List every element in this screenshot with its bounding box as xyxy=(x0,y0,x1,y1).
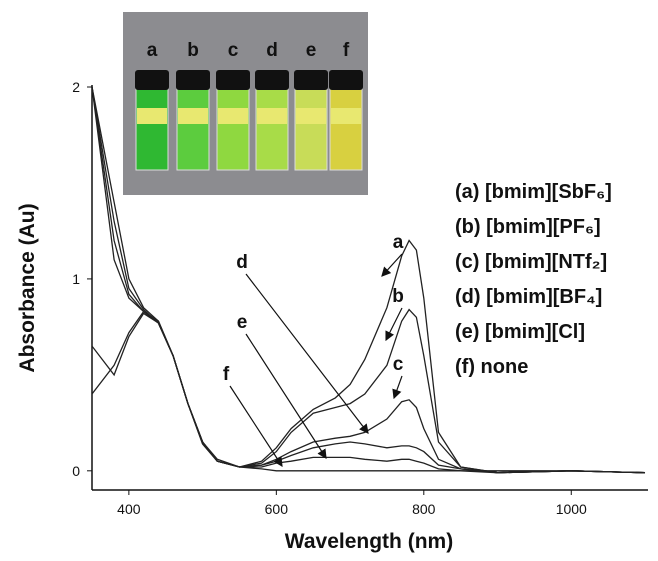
annotation-arrow xyxy=(381,253,403,277)
vial-label xyxy=(137,108,167,124)
legend-entry: (c) [bmim][NTf₂] xyxy=(455,251,607,273)
inset-label: f xyxy=(343,40,350,61)
y-axis-title: Absorbance (Au) xyxy=(16,203,39,372)
annotation-arrow xyxy=(229,385,283,468)
vial-cap xyxy=(329,70,363,90)
legend-entry: (f) none xyxy=(455,356,528,378)
vial-label xyxy=(218,108,248,124)
legend-entry: (b) [bmim][PF₆] xyxy=(455,216,601,238)
inset-label: a xyxy=(147,40,158,61)
vial-cap xyxy=(216,70,250,90)
legend-entry: (d) [bmim][BF₄] xyxy=(455,286,602,308)
x-tick-label: 800 xyxy=(412,501,436,517)
curve-label: f xyxy=(223,364,230,385)
vial-label xyxy=(178,108,208,124)
inset-label: d xyxy=(266,40,278,61)
legend-entry: (e) [bmim][Cl] xyxy=(455,321,585,343)
legend-entry: (a) [bmim][SbF₆] xyxy=(455,181,612,203)
annotation-arrow xyxy=(392,375,403,400)
curve-label: b xyxy=(392,286,404,307)
vial-label xyxy=(296,108,326,124)
vial-body xyxy=(294,87,328,171)
vial-label xyxy=(257,108,287,124)
inset-photo: a b c d e f xyxy=(123,12,368,195)
y-tick-label: 2 xyxy=(72,79,80,95)
x-tick-label: 600 xyxy=(265,501,289,517)
spectrum-line xyxy=(92,310,646,474)
x-axis-title: Wavelength (nm) xyxy=(285,530,453,553)
vial-cap xyxy=(176,70,210,90)
inset-label: e xyxy=(306,40,317,61)
vial-label xyxy=(331,108,361,124)
curve-label: d xyxy=(236,252,248,273)
x-tick-label: 400 xyxy=(117,501,141,517)
x-tick-label: 1000 xyxy=(556,501,587,517)
vial-body xyxy=(176,87,210,171)
curve-label: e xyxy=(237,312,248,333)
annotation-arrow xyxy=(245,333,327,460)
vial-cap xyxy=(255,70,289,90)
vial-body xyxy=(329,87,363,171)
vial-body xyxy=(255,87,289,171)
plot-area xyxy=(92,86,646,474)
vial-cap xyxy=(294,70,328,90)
inset-label: c xyxy=(228,40,239,61)
annotation-arrow xyxy=(385,307,403,342)
y-tick-label: 0 xyxy=(72,463,80,479)
vial-cap xyxy=(135,70,169,90)
annotation-arrow xyxy=(245,273,369,434)
vial-body xyxy=(216,87,250,171)
curve-label: c xyxy=(393,354,404,375)
curve-label: a xyxy=(393,232,404,253)
y-tick-label: 1 xyxy=(72,271,80,287)
inset-label: b xyxy=(187,40,199,61)
vial-body xyxy=(135,87,169,171)
